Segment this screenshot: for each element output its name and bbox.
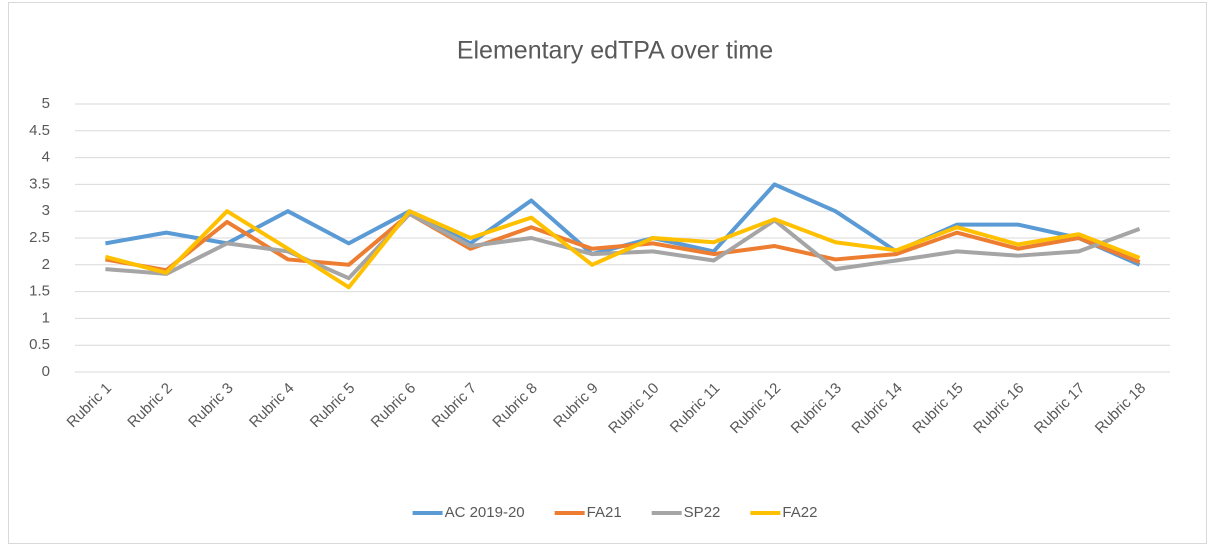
y-tick-label: 0 [42,363,50,380]
y-tick-label: 0.5 [29,336,50,353]
legend-label: SP22 [684,504,721,521]
series-line [104,209,1141,290]
y-tick-label: 4 [42,149,50,166]
legend: AC 2019-20 FA21 SP22 FA22 [412,504,817,521]
y-tick-label: 2 [42,256,50,273]
y-tick-label: 1.5 [29,283,50,300]
y-tick-label: 4.5 [29,122,50,139]
legend-label: AC 2019-20 [445,504,525,521]
legend-label: FA21 [587,504,622,521]
legend-label: FA22 [782,504,817,521]
y-tick-label: 3.5 [29,175,50,192]
chart-title: Elementary edTPA over time [457,37,773,65]
y-tick-label: 3 [42,202,50,219]
y-tick-label: 1 [42,309,50,326]
chart-frame [8,2,1207,544]
y-tick-label: 2.5 [29,229,50,246]
series-line [105,211,1141,273]
y-tick-label: 5 [42,95,50,112]
